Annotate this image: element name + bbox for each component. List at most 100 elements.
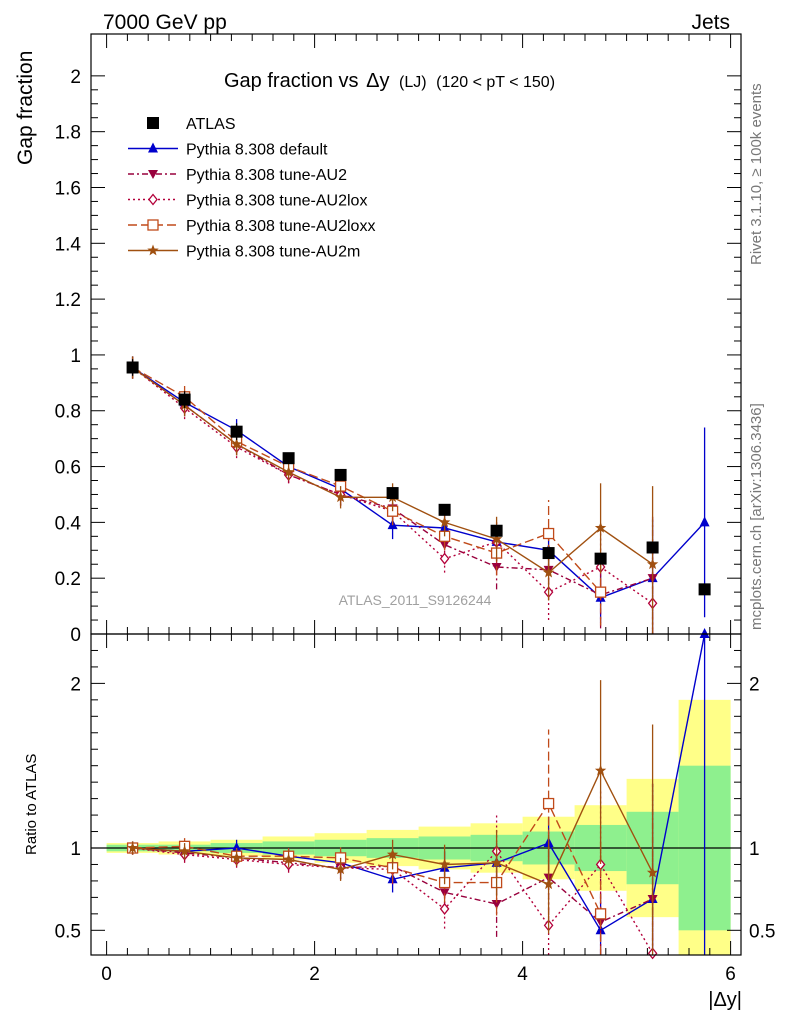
main-point-data — [230, 425, 243, 438]
main-line-au2loxx — [132, 366, 602, 593]
ratio-y-tick-label: 0.5 — [55, 921, 81, 942]
main-point-data — [594, 552, 607, 565]
ratio-y-tick-label-right: 0.5 — [749, 921, 775, 942]
legend-label-au2loxx: Pythia 8.308 tune-AU2loxx — [186, 218, 375, 235]
main-point-au2lox — [439, 552, 450, 565]
main-y-tick-label: 1.2 — [55, 290, 81, 311]
ratio-point-au2loxx — [542, 797, 555, 810]
header-jets-label: Jets — [691, 11, 730, 34]
main-point-au2m — [282, 466, 295, 477]
ratio-point-default — [699, 628, 710, 638]
mcplots-label: mcplots.cern.ch [arXiv:1306.3436] — [748, 403, 765, 630]
ratio-point-au2m — [178, 845, 191, 857]
main-y-tick-label: 0.6 — [55, 458, 81, 479]
main-point-au2m — [542, 566, 555, 578]
ratio-point-au2m — [542, 878, 555, 890]
plot-title-cut: (120 < pT < 150) — [436, 74, 555, 91]
main-point-au2loxx — [594, 586, 607, 598]
legend-marker-default — [148, 142, 158, 153]
main-point-data — [126, 361, 139, 374]
plot-title: Gap fraction vs Δy (LJ) (120 < pT < 150) — [224, 70, 555, 92]
ratio-point-au2m — [386, 848, 399, 860]
ratio-series-default — [127, 628, 710, 955]
legend-marker-au2loxx — [147, 219, 159, 231]
main-series-data — [126, 359, 711, 596]
legend-label-default: Pythia 8.308 default — [186, 142, 328, 159]
main-point-au2m — [334, 491, 347, 503]
legend-marker-au2lox — [148, 193, 158, 206]
main-point-data — [178, 393, 191, 406]
legend-label-data: ATLAS — [186, 116, 236, 133]
x-tick-label: 2 — [309, 964, 320, 985]
legend-marker-au2 — [148, 170, 158, 179]
plot-title-prefix: Gap fraction vs — [224, 70, 359, 92]
main-point-au2m — [438, 516, 451, 528]
legend-marker-data — [147, 117, 159, 129]
main-point-data — [698, 583, 711, 596]
plot-title-suffix: (LJ) — [399, 74, 427, 91]
ratio-point-au2m — [126, 842, 139, 853]
ratio-point-default — [231, 842, 242, 852]
main-point-data — [334, 468, 347, 481]
x-tick-label: 4 — [517, 964, 528, 985]
main-line-au2m — [132, 366, 653, 574]
ratio-y-tick-label: 1 — [70, 839, 81, 860]
ratio-y-tick-label-right: 1 — [749, 839, 760, 860]
main-point-au2m — [230, 438, 243, 450]
main-series-au2loxx — [126, 356, 607, 626]
ratio-point-default — [595, 924, 606, 935]
legend-label-au2lox: Pythia 8.308 tune-AU2lox — [186, 193, 367, 210]
legend-label-au2m: Pythia 8.308 tune-AU2m — [186, 244, 360, 261]
analysis-watermark: ATLAS_2011_S9126244 — [339, 592, 492, 608]
ratio-line-default — [132, 633, 706, 932]
main-point-au2m — [646, 558, 659, 570]
main-y-tick-label: 1.8 — [55, 123, 81, 144]
header-energy-label: 7000 GeV pp — [103, 11, 227, 34]
main-y-tick-label: 0 — [70, 625, 81, 646]
main-point-au2m — [594, 522, 607, 533]
ratio-line-au2loxx — [132, 802, 602, 915]
main-point-data — [490, 524, 503, 537]
ratio-point-au2m — [282, 853, 295, 865]
ratio-point-au2 — [491, 899, 502, 909]
ratio-point-au2m — [334, 863, 347, 875]
ratio-plot-frame — [90, 633, 742, 956]
ratio-point-au2m — [490, 856, 503, 868]
main-point-data — [646, 541, 659, 554]
main-y-tick-label: 1.4 — [55, 234, 82, 255]
main-y-tick-label: 0.2 — [55, 569, 81, 590]
ratio-point-au2m — [646, 866, 659, 878]
main-point-au2m — [490, 533, 503, 544]
x-tick-label: 0 — [101, 964, 112, 985]
main-y-tick-label: 0.4 — [55, 513, 82, 534]
ratio-point-au2m — [594, 764, 607, 776]
main-point-au2loxx — [542, 527, 555, 540]
main-y-tick-label: 2 — [70, 67, 81, 88]
legend-marker-au2m — [147, 244, 159, 256]
main-point-data — [386, 487, 399, 500]
ratio-series-au2m — [126, 680, 659, 955]
ratio-point-au2loxx — [594, 908, 607, 920]
legend-label-au2: Pythia 8.308 tune-AU2 — [186, 167, 347, 184]
ratio-point-au2m — [438, 858, 451, 870]
rivet-version-label: Rivet 3.1.10, ≥ 100k events — [748, 83, 765, 265]
x-axis-label: |Δy| — [708, 989, 742, 1011]
ratio-point-au2m — [230, 851, 243, 863]
main-point-data — [542, 547, 555, 560]
ratio-y-tick-label: 2 — [70, 674, 81, 695]
ratio-y-axis-label: Ratio to ATLAS — [23, 754, 40, 855]
main-y-tick-label: 1 — [70, 346, 81, 367]
plot-title-variable: Δy — [366, 70, 389, 92]
main-y-tick-label: 0.8 — [55, 402, 81, 423]
main-y-tick-label: 1.6 — [55, 178, 81, 199]
main-point-data — [438, 503, 451, 516]
main-line-default — [132, 366, 706, 599]
main-point-default — [699, 516, 710, 527]
main-line-au2 — [132, 366, 653, 596]
ratio-point-au2lox — [439, 902, 450, 915]
main-y-axis-label: Gap fraction — [14, 51, 37, 165]
ratio-y-tick-label-right: 2 — [749, 674, 760, 695]
main-point-data — [282, 452, 295, 465]
x-tick-label: 6 — [725, 964, 736, 985]
